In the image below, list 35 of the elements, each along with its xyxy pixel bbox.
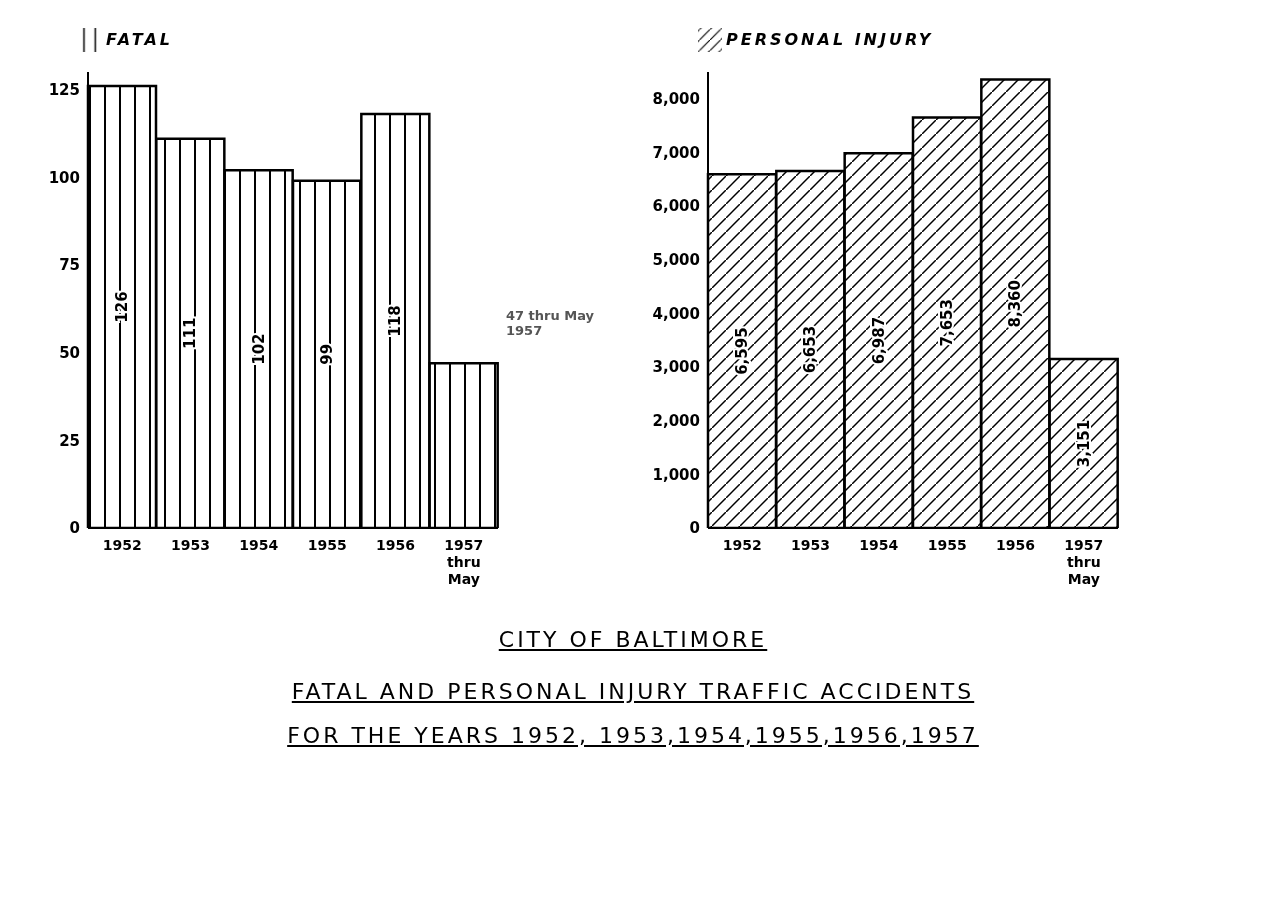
x-tick-label: 1956 — [376, 537, 415, 553]
y-tick-label: 8,000 — [652, 90, 700, 109]
data-label: 6,595 — [733, 327, 751, 375]
y-tick-label: 2,000 — [652, 412, 700, 431]
y-tick-label: 7,000 — [652, 143, 700, 162]
x-tick-label: 1957 thru May — [1064, 537, 1104, 587]
x-tick-label: 1957 thru May — [444, 537, 484, 587]
x-tick-label: 1954 — [859, 537, 899, 553]
data-label: 6,653 — [801, 325, 820, 374]
legend-label: PERSONAL INJURY — [726, 29, 934, 49]
x-tick-label: 1954 — [239, 537, 279, 553]
x-tick-label: 1955 — [927, 537, 967, 553]
x-tick-label: 1953 — [791, 537, 830, 553]
y-tick-label: 4,000 — [652, 304, 700, 323]
x-tick-label: 1952 — [722, 537, 762, 553]
legend-label: FATAL — [106, 29, 173, 49]
text: 47 thru May 1957 — [506, 308, 596, 338]
y-tick-label: 25 — [59, 431, 80, 450]
y-tick-label: 125 — [48, 80, 80, 99]
text: FATAL AND PERSONAL INJURY TRAFFIC ACCIDENTS FOR THE YEARS 1952, 1953,1954,1955,1956,1957 — [286, 678, 980, 750]
y-tick-label: 75 — [59, 256, 80, 275]
y-tick-label: 0 — [69, 519, 80, 538]
x-tick-label: 1955 — [307, 537, 347, 553]
y-tick-label: 0 — [689, 519, 700, 538]
y-tick-label: 50 — [59, 343, 80, 362]
y-tick-label: 6,000 — [652, 197, 700, 216]
x-tick-label: 1952 — [102, 537, 142, 553]
data-label: 7,653 — [938, 298, 956, 347]
text: CITY OF BALTIMORE — [497, 626, 769, 654]
y-tick-label: 5,000 — [652, 251, 700, 270]
y-tick-label: 100 — [48, 168, 80, 187]
y-tick-label: 3,000 — [652, 358, 700, 377]
x-tick-label: 1956 — [996, 537, 1035, 553]
y-tick-label: 1,000 — [652, 465, 700, 484]
x-tick-label: 1953 — [171, 537, 210, 553]
